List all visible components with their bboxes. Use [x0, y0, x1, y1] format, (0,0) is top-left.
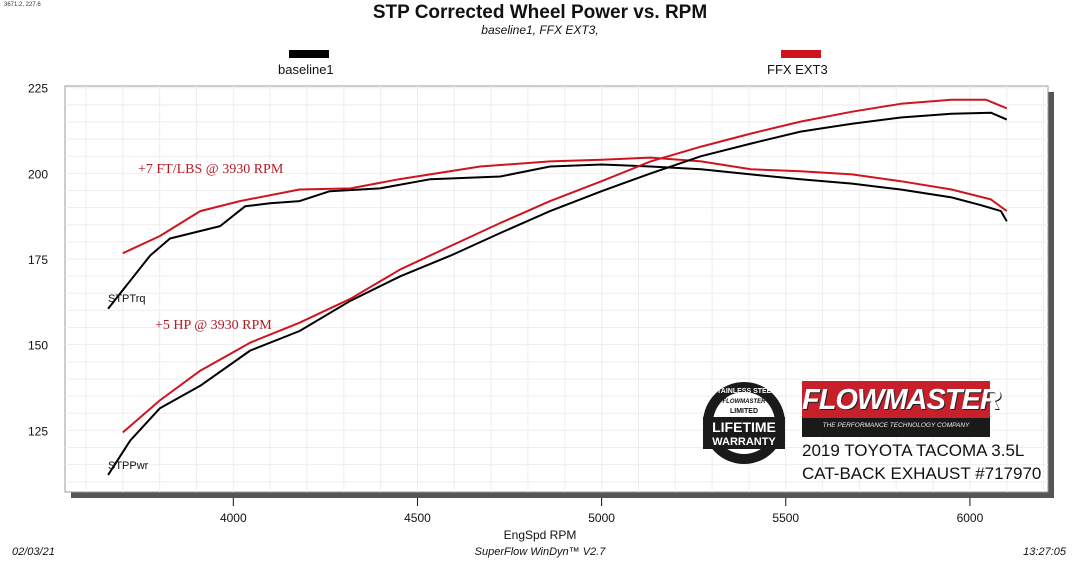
series-line-ffx-ext3-stptrq	[122, 156, 1008, 255]
x-tick-label: 4000	[220, 511, 247, 525]
y-tick-label: 125	[28, 424, 48, 438]
legend-swatch-ffx-ext3	[781, 50, 821, 58]
legend-label-baseline1: baseline1	[278, 62, 334, 77]
x-axis-label: EngSpd RPM	[504, 528, 577, 542]
series-line-ffx-ext3-stppwr	[122, 98, 1008, 434]
y-tick-label: 175	[28, 253, 48, 267]
vehicle-model: 2019 TOYOTA TACOMA 3.5L	[802, 441, 1025, 460]
y-tick-label: 200	[28, 167, 48, 181]
series-line-baseline1-stptrq	[107, 163, 1008, 310]
warranty-lifetime-text: LIFETIME	[712, 419, 776, 435]
curve-label-power: STPPwr	[108, 460, 149, 472]
warranty-brand-text: FLOWMASTER	[723, 399, 767, 405]
y-tick-label: 225	[28, 82, 48, 96]
footer-time: 13:27:05	[1023, 546, 1066, 558]
legend-label-ffx-ext3: FFX EXT3	[767, 62, 828, 77]
chart-title: STP Corrected Wheel Power vs. RPM	[372, 2, 708, 23]
chart-subtitle: baseline1, FFX EXT3,	[481, 23, 599, 37]
warranty-warranty-text: WARRANTY	[712, 436, 776, 448]
flowmaster-logo-text: FLOWMASTER	[802, 384, 1001, 416]
lifetime-warranty-badge: STAINLESS STEEL FLOWMASTER LIMITED LIFET…	[703, 382, 785, 464]
exhaust-part-number: CAT-BACK EXHAUST #717970	[802, 464, 1042, 483]
warranty-limited-text: LIMITED	[730, 408, 758, 415]
x-tick-label: 5500	[772, 511, 799, 525]
y-tick-label: 150	[28, 339, 48, 353]
footer-date: 02/03/21	[12, 546, 55, 558]
x-tick-label: 4500	[404, 511, 431, 525]
x-tick-label: 6000	[957, 511, 984, 525]
flowmaster-tagline: THE PERFORMANCE TECHNOLOGY COMPANY	[822, 422, 970, 429]
flowmaster-logo: FLOWMASTER THE PERFORMANCE TECHNOLOGY CO…	[802, 381, 1001, 437]
cursor-coordinate-readout: 3671.2, 227.6	[4, 2, 41, 8]
footer-software: SuperFlow WinDyn™ V2.7	[474, 546, 606, 558]
series-line-baseline1-stppwr	[107, 111, 1008, 476]
legend-swatch-baseline1	[289, 50, 329, 58]
warranty-top-text: STAINLESS STEEL	[712, 388, 776, 395]
curve-label-torque: STPTrq	[108, 293, 146, 305]
power-gain-annotation: +5 HP @ 3930 RPM	[155, 318, 272, 333]
x-tick-label: 5000	[588, 511, 615, 525]
torque-gain-annotation: +7 FT/LBS @ 3930 RPM	[138, 162, 284, 177]
